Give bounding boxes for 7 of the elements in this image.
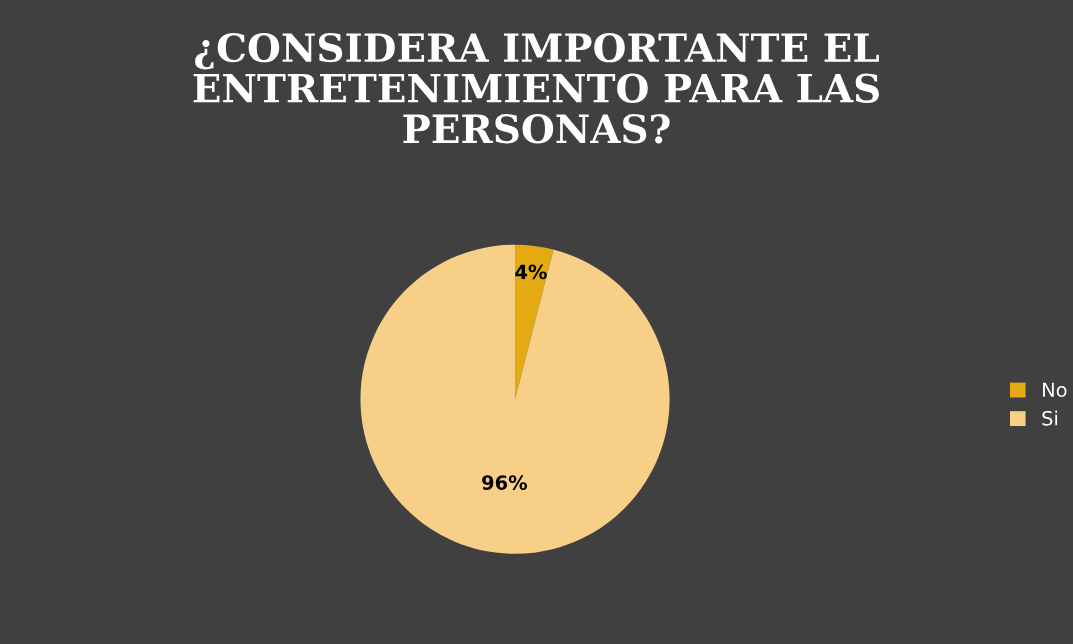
legend-label: Si <box>1042 410 1058 426</box>
data-label: 4% <box>515 264 547 280</box>
data-label: 96% <box>482 475 528 490</box>
pie-slice <box>360 244 670 554</box>
pie-slice <box>515 244 554 400</box>
chart-title: ¿CONSIDERA IMPORTANTE EL ENTRETENIMIENTO PARA LAS PERSONAS? <box>193 32 879 144</box>
legend-label: No <box>1043 382 1067 398</box>
